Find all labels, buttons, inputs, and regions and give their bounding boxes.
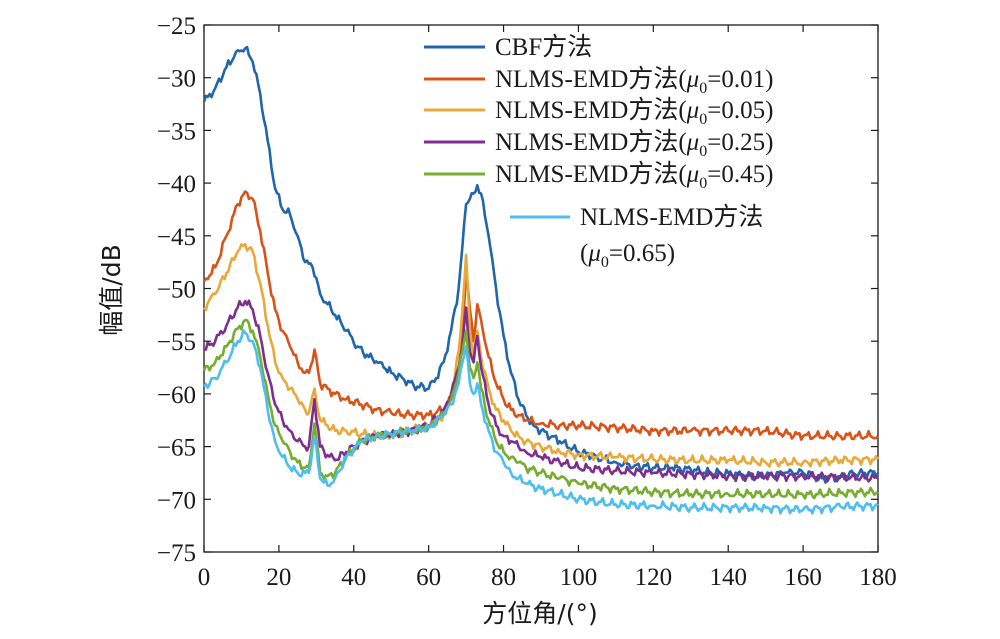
y-tick-label: −60 [157,382,196,409]
x-tick-label: 160 [784,564,822,591]
legend-text-part: 0 [699,175,707,192]
x-tick-label: 0 [198,564,211,591]
legend-text-part: 0 [699,80,707,97]
legend-text-part: 0 [699,111,707,128]
legend-text-part: =0.25) [707,129,773,156]
y-tick-label: −35 [157,118,196,145]
legend-label-4: NLMS-EMD方法(μ0​=0.25) [495,128,773,160]
legend-text-part: 0 [601,254,609,271]
x-tick-label: 140 [709,564,747,591]
legend-text-part: NLMS-EMD方法( [495,96,687,124]
legend-text-part: NLMS-EMD方法( [495,65,687,93]
legend-text-part: NLMS-EMD方法 [580,203,763,231]
legend-text-part: NLMS-EMD方法( [495,160,687,188]
ticks: 0 20 40 60 80 100 120 140 160 180 −25 −30 −35 −40 −45 −… [157,13,897,591]
y-tick-label: −55 [157,329,196,356]
series-line-3 [202,242,880,468]
legend-text-part: μ [686,161,700,188]
y-tick-label: −30 [157,66,196,93]
y-tick-label: −65 [157,435,196,462]
y-tick-label: −70 [157,487,196,514]
x-tick-label: 40 [341,564,366,591]
legend-text-part: μ [686,97,700,124]
legend-text-part: μ [686,129,700,156]
y-tick-label: −45 [157,224,196,251]
legend-text-part: 0 [699,143,707,160]
y-tick-label: −25 [157,13,196,40]
x-tick-label: 20 [266,564,291,591]
x-tick-label: 80 [491,564,516,591]
x-tick-label: 180 [859,564,897,591]
y-axis-label: 幅值/dB [97,244,126,335]
legend-text-part: =0.45) [707,161,773,188]
series-line-2 [202,190,879,441]
x-tick-label: 120 [635,564,673,591]
legend-label-3: NLMS-EMD方法(μ0​=0.05) [495,96,773,128]
legend-text-part: =0.01) [707,66,773,93]
x-axis-label: 方位角/(°) [482,599,597,628]
y-tick-label: −75 [157,540,196,567]
series-line-4 [204,299,879,483]
legend-text-part: NLMS-EMD方法( [495,128,687,156]
legend: CBF方法NLMS-EMD方法(μ0​=0.01)NLMS-EMD方法(μ0​=… [424,33,773,271]
legend-text-part: μ [587,240,601,267]
y-tick-label: −50 [157,277,196,304]
legend-text-part: =0.65) [609,240,675,267]
legend-text-part: μ [686,66,700,93]
series-line-6 [202,329,879,515]
legend-text-part: ( [580,240,588,267]
legend-label-6-line2: (μ0​=0.65) [580,240,675,271]
legend-label-2: NLMS-EMD方法(μ0​=0.01) [495,65,773,97]
series-layer [202,45,880,515]
x-tick-label: 100 [560,564,598,591]
x-tick-label: 60 [416,564,441,591]
legend-label-6: NLMS-EMD方法 [580,203,763,231]
legend-label-1: CBF方法 [495,33,592,61]
legend-label-5: NLMS-EMD方法(μ0​=0.45) [495,160,773,192]
legend-text-part: CBF方法 [495,33,592,61]
y-tick-label: −40 [157,171,196,198]
legend-text-part: =0.05) [707,97,773,124]
